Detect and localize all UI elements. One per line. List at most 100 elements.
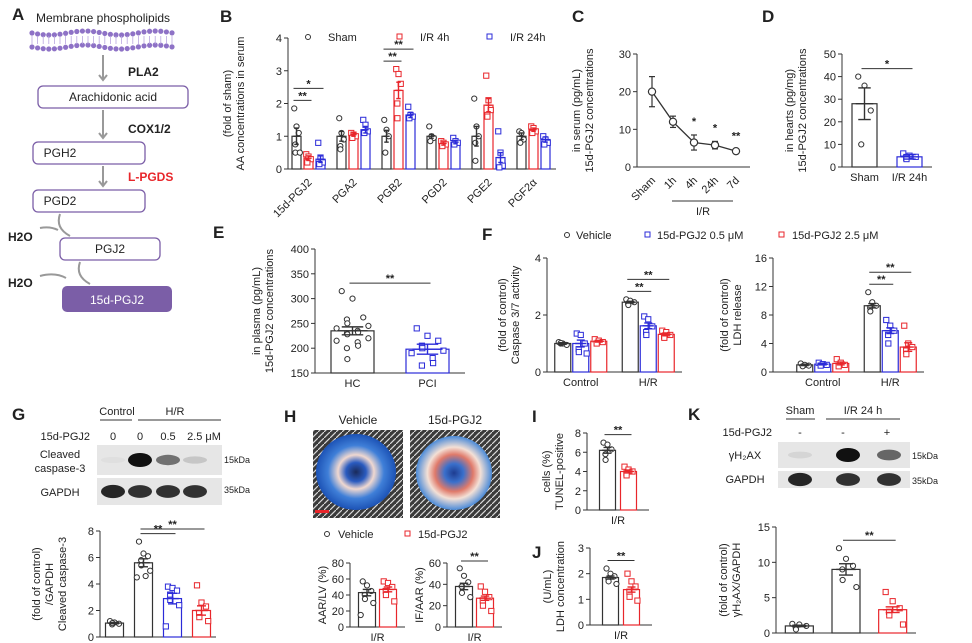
x-tick-label: PGA2 [330, 177, 359, 206]
error-bar [337, 326, 368, 336]
blot-band [183, 456, 207, 464]
y-tick-label: 0 [764, 628, 770, 640]
data-point [472, 157, 479, 164]
data-point [357, 611, 364, 619]
significance-label: ** [394, 39, 403, 51]
dose-label: 2.5 μM [187, 431, 221, 443]
data-point [418, 362, 426, 369]
x-tick-label: 15d-PGJ2 [271, 177, 315, 221]
data-point [133, 574, 140, 581]
blot-header-sham: Sham [786, 405, 815, 417]
data-point [381, 116, 388, 123]
y-tick-label: 0 [535, 367, 541, 379]
data-point [481, 588, 489, 595]
x-tick-label: Control [563, 377, 598, 389]
y-tick-label: 20 [429, 601, 441, 613]
x-tick-label: 24h [700, 175, 721, 196]
western-blot-g: Control H/R 15d-PGJ2 0 0 0.5 2.5 μM Clea… [35, 406, 250, 505]
x-tick-label: I/R 24h [892, 172, 927, 184]
data-point [193, 582, 201, 589]
y-tick-label: 20 [824, 117, 836, 129]
data-point [901, 322, 908, 329]
data-point [628, 578, 635, 585]
data-point [456, 565, 463, 572]
scale-bar [315, 510, 329, 513]
y-axis-label: in serum (pg/mL) [571, 69, 583, 152]
y-tick-label: 10 [619, 124, 631, 136]
error-bar [452, 139, 459, 145]
error-bar [293, 127, 300, 146]
data-point [337, 146, 344, 153]
y-tick-label: 16 [755, 253, 767, 265]
data-point [883, 316, 890, 324]
data-point [903, 351, 910, 358]
bar [405, 114, 416, 170]
data-point [710, 140, 720, 150]
y-axis-label: LDH release [732, 284, 744, 345]
y-tick-label: 4 [535, 253, 541, 265]
data-point [517, 139, 524, 146]
data-point [467, 594, 474, 601]
data-point [349, 295, 356, 302]
data-point [486, 594, 493, 601]
y-tick-label: 60 [429, 558, 441, 570]
legend-label: Sham [328, 32, 357, 44]
legend-label: Vehicle [338, 529, 373, 541]
y-axis-label: 15d-PGJ2 concentrations [797, 48, 809, 173]
y-axis-label: in plasma (pg/mL) [251, 267, 263, 355]
y-tick-label: 50 [824, 49, 836, 61]
error-bar [622, 469, 635, 474]
y-tick-label: 4 [88, 579, 94, 591]
y-tick-label: 20 [619, 87, 631, 99]
significance-label: * [692, 116, 697, 128]
data-point [668, 117, 678, 127]
data-point [435, 337, 442, 344]
data-point [360, 314, 367, 321]
y-tick-label: 4 [276, 33, 282, 45]
kda-label: 15kDa [912, 451, 938, 461]
x-tick-label: 4h [683, 175, 700, 192]
data-point [370, 599, 377, 607]
y-tick-label: 20 [332, 606, 344, 618]
blot-band [877, 473, 901, 486]
data-point [602, 456, 609, 464]
data-point [408, 350, 415, 357]
legend-f: Vehicle 15d-PGJ2 0.5 μM 15d-PGJ2 2.5 μM [564, 230, 878, 242]
y-tick-label: 250 [291, 318, 309, 330]
data-point [613, 580, 620, 588]
error-bar [195, 605, 208, 616]
x-tick-label: PGD2 [420, 177, 450, 207]
panel-label-k: K [688, 405, 701, 424]
y-axis-label: /GAPDH [44, 563, 56, 605]
significance-label: ** [635, 281, 644, 293]
data-point [479, 602, 487, 609]
data-point [853, 583, 860, 591]
treatment-sign: - [841, 427, 845, 439]
y-tick-label: 40 [332, 590, 344, 602]
error-bar [884, 327, 896, 335]
data-point [198, 599, 205, 606]
error-bar [624, 300, 636, 304]
data-point [460, 572, 468, 579]
y-axis-label: (fold of control) [719, 278, 731, 351]
blot-band [101, 457, 125, 463]
box-arachidonic-acid [37, 85, 189, 109]
enzyme-cox: COX1/2 [128, 122, 171, 136]
x-tick-label: I/R [467, 632, 481, 643]
y-tick-label: 10 [824, 139, 836, 151]
treatment-sign: - [798, 427, 802, 439]
data-point [626, 593, 633, 600]
bar [621, 301, 639, 373]
chart-b: 0 1 2 3 4 AA concentrations in serum(fold of … [222, 33, 556, 220]
y-axis-label: Cleaved caspase-3 [57, 537, 69, 631]
label-15d-pgj2: 15d-PGJ2 [90, 293, 144, 307]
error-bar [497, 151, 504, 164]
data-point [792, 626, 800, 633]
significance-label: ** [865, 530, 874, 542]
error-bar [789, 624, 810, 628]
significance-label: * [713, 122, 718, 134]
data-point [405, 103, 412, 110]
